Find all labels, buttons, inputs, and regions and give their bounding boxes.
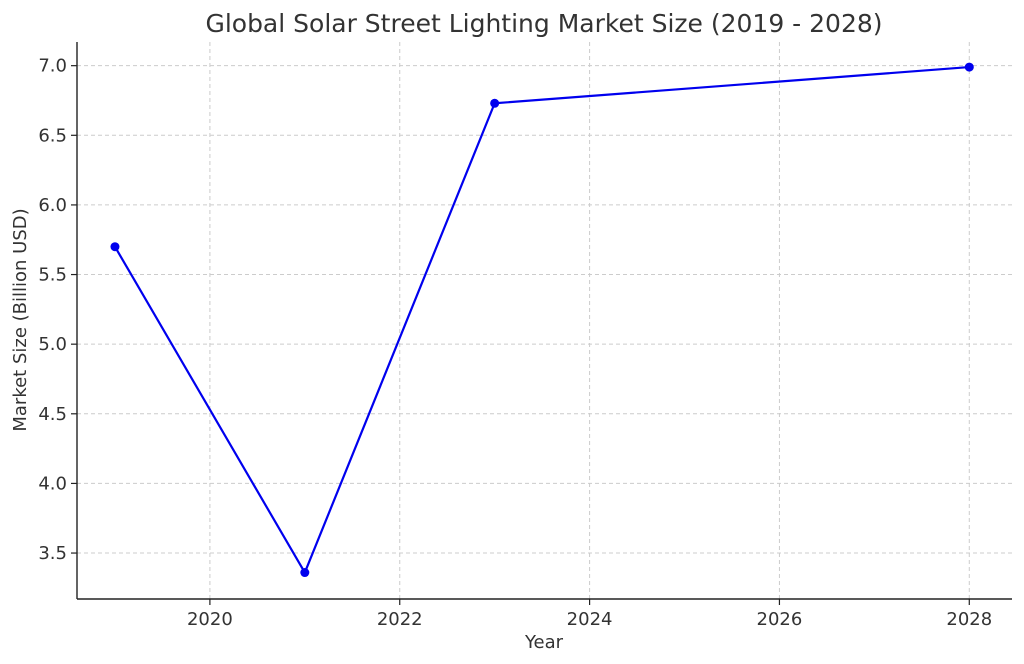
x-tick-label: 2022 [377, 609, 423, 630]
ticks: 2020 2022 2024 2026 2028 3.5 4.0 4.5 5.0 5.5 6.0 6.… [38, 56, 992, 630]
chart-title: Global Solar Street Lighting Market Size… [205, 9, 882, 38]
y-tick-label: 6.0 [38, 195, 67, 216]
y-tick-label: 4.5 [38, 404, 67, 425]
y-tick-label: 5.5 [38, 265, 67, 286]
y-axis-label: Market Size (Billion USD) [10, 208, 31, 431]
x-axis-label: Year [524, 632, 564, 653]
data-point [110, 242, 120, 252]
x-tick-label: 2026 [757, 609, 803, 630]
y-tick-label: 6.5 [38, 125, 67, 146]
axes [76, 42, 1012, 600]
y-tick-label: 7.0 [38, 56, 67, 77]
x-tick-label: 2020 [187, 609, 233, 630]
y-tick-label: 5.0 [38, 334, 67, 355]
data-point [300, 568, 310, 578]
grid [77, 42, 1012, 599]
data-point [490, 98, 500, 108]
x-tick-label: 2024 [567, 609, 613, 630]
series [110, 62, 974, 578]
series-line [114, 65, 970, 574]
data-point [964, 62, 974, 72]
y-tick-label: 3.5 [38, 543, 67, 564]
x-tick-label: 2028 [946, 609, 992, 630]
y-tick-label: 4.0 [38, 473, 67, 494]
